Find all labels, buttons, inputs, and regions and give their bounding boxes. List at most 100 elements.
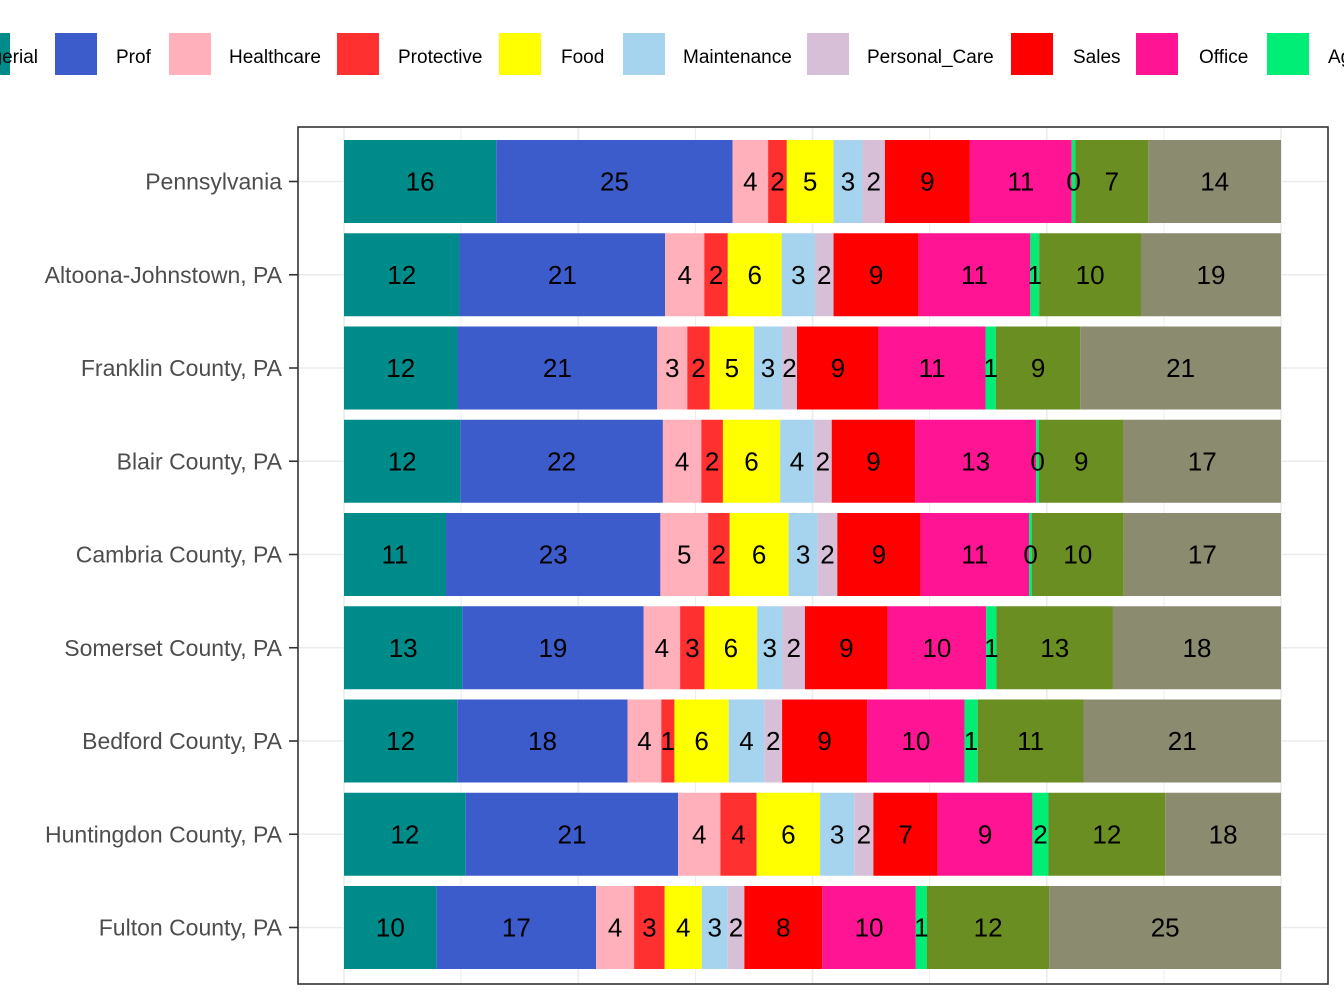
- bar-managerial-altoona-johnstown-pa: [344, 233, 460, 317]
- value-label: 4: [676, 913, 690, 943]
- legend-label-personal-care: Personal_Care: [867, 47, 994, 68]
- bar-prof-somerset-county-pa: [462, 606, 644, 690]
- bar-production-pennsylvania: [1148, 140, 1281, 223]
- value-label: 10: [901, 726, 930, 756]
- value-label: 2: [816, 446, 830, 476]
- bar-healthcare-franklin-county-pa: [657, 326, 688, 410]
- y-axis: Pennsylvania Altoona-Johnstown, PA Frankli…: [45, 169, 298, 941]
- value-label: 9: [866, 446, 880, 476]
- value-label: 2: [857, 819, 871, 849]
- bar-maintenance-pennsylvania: [833, 140, 863, 223]
- bar-ag-bedford-county-pa: [964, 699, 978, 783]
- bar-healthcare-pennsylvania: [732, 140, 769, 223]
- value-label: 13: [389, 633, 418, 663]
- bar-food-altoona-johnstown-pa: [727, 233, 782, 317]
- y-tick-label: Bedford County, PA: [82, 728, 283, 754]
- bar-food-fulton-county-pa: [664, 886, 702, 969]
- value-label: 10: [1076, 260, 1105, 290]
- value-label: 3: [685, 633, 699, 663]
- value-label: 13: [961, 446, 990, 476]
- value-label: 9: [831, 353, 845, 383]
- bar-prof-fulton-county-pa: [436, 886, 597, 969]
- value-label: 6: [752, 540, 766, 570]
- bar-office-franklin-county-pa: [878, 326, 986, 410]
- bar-protective-blair-county-pa: [701, 419, 723, 503]
- bar-personal-care-huntingdon-county-pa: [854, 792, 874, 876]
- value-label: 2: [1033, 819, 1047, 849]
- value-label: 12: [390, 819, 419, 849]
- bar-prof-huntingdon-county-pa: [465, 792, 679, 876]
- legend-label-healthcare: Healthcare: [229, 47, 321, 68]
- bar-protective-cambria-county-pa: [708, 513, 730, 596]
- bar-managerial-bedford-county-pa: [344, 699, 458, 783]
- bar-personal-care-altoona-johnstown-pa: [814, 233, 834, 317]
- bar-construction-pennsylvania: [1075, 140, 1149, 223]
- value-label: 11: [919, 353, 946, 383]
- value-label: 3: [841, 167, 855, 197]
- value-label: 12: [386, 353, 415, 383]
- legend-label-office: Office: [1199, 47, 1248, 68]
- bar-ag-altoona-johnstown-pa: [1030, 233, 1040, 317]
- value-label: 25: [1151, 913, 1180, 943]
- value-label: 4: [655, 633, 669, 663]
- bar-protective-franklin-county-pa: [687, 326, 710, 410]
- bar-managerial-huntingdon-county-pa: [344, 792, 466, 876]
- value-label: 2: [705, 446, 719, 476]
- value-label: 4: [739, 726, 753, 756]
- value-label: 9: [817, 726, 831, 756]
- legend: gerial Prof Healthcare Protective Food Mainte…: [0, 33, 1344, 75]
- y-tick-label: Huntingdon County, PA: [45, 821, 283, 847]
- bar-food-blair-county-pa: [722, 419, 781, 503]
- bar-office-blair-county-pa: [915, 419, 1037, 503]
- value-label: 19: [1197, 260, 1226, 290]
- value-label: 2: [729, 913, 743, 943]
- value-label: 12: [1092, 819, 1121, 849]
- value-label: 3: [761, 353, 775, 383]
- bar-prof-bedford-county-pa: [457, 699, 628, 783]
- bar-managerial-blair-county-pa: [344, 419, 461, 503]
- value-label: 6: [744, 446, 758, 476]
- bar-sales-pennsylvania: [884, 140, 970, 223]
- value-label: 2: [770, 167, 784, 197]
- y-tick-label: Franklin County, PA: [81, 355, 283, 381]
- bar-construction-somerset-county-pa: [996, 606, 1113, 690]
- bar-managerial-somerset-county-pa: [344, 606, 463, 690]
- value-label: 17: [502, 913, 531, 943]
- bar-ag-cambria-county-pa: [1029, 513, 1033, 596]
- bar-prof-franklin-county-pa: [457, 326, 658, 410]
- bar-protective-fulton-county-pa: [634, 886, 665, 969]
- legend-key-personal-care: [807, 33, 849, 75]
- bar-sales-franklin-county-pa: [797, 326, 879, 410]
- value-label: 10: [376, 913, 405, 943]
- value-label: 13: [1040, 633, 1069, 663]
- value-label: 1: [964, 726, 978, 756]
- legend-key-food: [499, 33, 541, 75]
- value-label: 2: [820, 540, 834, 570]
- value-label: 17: [1188, 446, 1217, 476]
- value-label: 2: [866, 167, 880, 197]
- value-label: 3: [796, 540, 810, 570]
- bar-protective-altoona-johnstown-pa: [704, 233, 728, 317]
- value-label: 7: [898, 819, 912, 849]
- bar-construction-blair-county-pa: [1039, 419, 1124, 503]
- bar-sales-somerset-county-pa: [804, 606, 888, 690]
- value-label: 11: [961, 260, 988, 290]
- bar-production-altoona-johnstown-pa: [1140, 233, 1281, 317]
- bar-construction-fulton-county-pa: [926, 886, 1050, 969]
- bar-food-bedford-county-pa: [674, 699, 729, 783]
- value-label: 17: [1188, 540, 1217, 570]
- bar-sales-altoona-johnstown-pa: [833, 233, 919, 317]
- value-label: 12: [386, 726, 415, 756]
- value-label: 21: [1166, 353, 1195, 383]
- value-label: 7: [1105, 167, 1119, 197]
- bars: [344, 140, 1281, 969]
- value-label: 10: [855, 913, 884, 943]
- bar-construction-cambria-county-pa: [1032, 513, 1124, 596]
- bar-sales-huntingdon-county-pa: [873, 792, 938, 876]
- legend-key-office: [1136, 33, 1178, 75]
- bar-protective-huntingdon-county-pa: [720, 792, 757, 876]
- bar-healthcare-cambria-county-pa: [660, 513, 709, 596]
- bar-construction-altoona-johnstown-pa: [1039, 233, 1141, 317]
- bar-personal-care-fulton-county-pa: [727, 886, 745, 969]
- y-tick-label: Pennsylvania: [145, 169, 282, 195]
